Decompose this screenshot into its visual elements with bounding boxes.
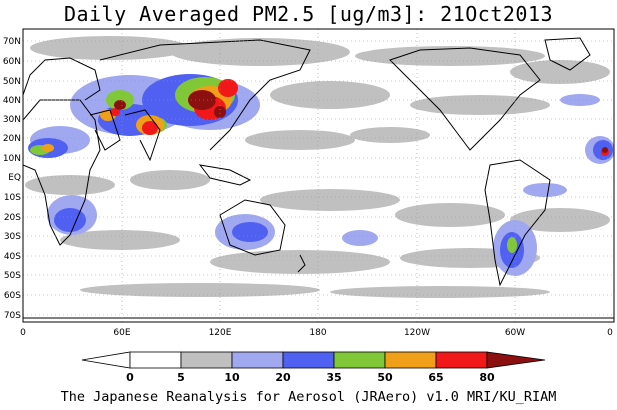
legend-swatch: [180, 351, 233, 369]
legend-tick: 0: [126, 371, 134, 384]
legend-arrow-low: [81, 351, 131, 369]
legend-swatch: [282, 351, 335, 369]
legend-swatch: [435, 351, 488, 369]
legend-swatch: [333, 351, 386, 369]
legend-tick: 80: [479, 371, 495, 384]
lat-label: 10S: [4, 193, 21, 203]
lat-label: 50N: [3, 77, 21, 87]
map-title: Daily Averaged PM2.5 [ug/m3]: 21Oct2013: [63, 2, 554, 26]
lon-label: 0: [607, 328, 613, 338]
lat-label: 20N: [3, 134, 21, 144]
map-frame: [22, 28, 615, 323]
color-legend: [81, 351, 546, 369]
pm25-level-5-10: [25, 36, 610, 298]
legend-tick: 50: [377, 371, 393, 384]
lat-label: 60N: [3, 57, 21, 67]
legend-tick: 10: [224, 371, 240, 384]
legend-swatch: [129, 351, 182, 369]
legend-tick: 5: [177, 371, 185, 384]
legend-tick-labels: 0 5 10 20 35 50 65 80: [126, 371, 495, 384]
latitude-labels: 70N 60N 50N 40N 30N 20N 10N EQ 10S 20S 3…: [3, 37, 21, 321]
legend-arrow-high: [486, 351, 546, 369]
pm25-level-over-80: [114, 90, 608, 153]
lon-label: 120W: [404, 328, 430, 338]
lon-label: 60E: [113, 328, 130, 338]
lat-label: 50S: [4, 271, 21, 281]
lat-label: 40N: [3, 96, 21, 106]
legend-tick: 20: [275, 371, 291, 384]
legend-swatch: [231, 351, 284, 369]
legend-swatch: [384, 351, 437, 369]
lat-label: 30N: [3, 115, 21, 125]
lat-label: 70N: [3, 37, 21, 47]
lat-label: 70S: [4, 311, 21, 321]
credit-line: The Japanese Reanalysis for Aerosol (JRA…: [60, 389, 557, 405]
lat-label: 10N: [3, 154, 21, 164]
lon-label: 180: [309, 328, 326, 338]
lat-label: EQ: [8, 173, 21, 183]
legend-tick: 35: [326, 371, 341, 384]
lon-label: 120E: [209, 328, 232, 338]
lon-label: 0: [20, 328, 26, 338]
legend-tick: 65: [428, 371, 443, 384]
lat-label: 20S: [4, 213, 21, 223]
lat-label: 30S: [4, 232, 21, 242]
graticule: [23, 29, 614, 322]
lat-label: 40S: [4, 252, 21, 262]
lat-label: 60S: [4, 291, 21, 301]
lon-label: 60W: [505, 328, 525, 338]
coastlines: [23, 37, 614, 319]
longitude-labels: 0 60E 120E 180 120W 60W 0: [20, 328, 613, 338]
